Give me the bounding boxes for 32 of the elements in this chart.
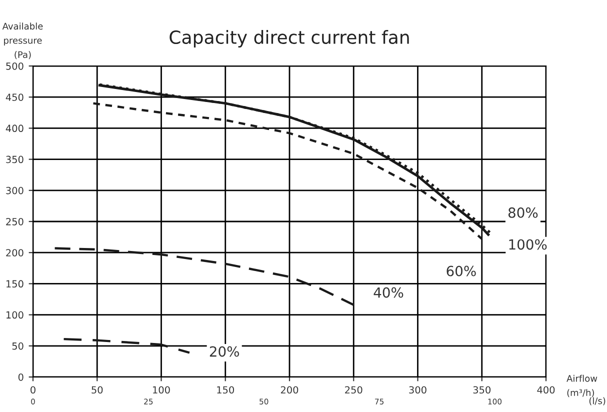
series-label: 80% xyxy=(508,207,538,218)
x-axis-title: Airflow (m³/h) xyxy=(566,374,598,398)
y-tick-label: 350 xyxy=(6,156,24,164)
x-tick-label: 100 xyxy=(153,386,170,394)
x-tick-label: 150 xyxy=(217,386,234,394)
y-axis-title: Available pressure (Pa) xyxy=(2,22,43,60)
x-tick-label: 250 xyxy=(345,386,362,394)
line-series xyxy=(92,102,483,240)
x-tick-label: 200 xyxy=(280,386,298,394)
x-tick-label: 50 xyxy=(92,386,103,394)
series-label: 100% xyxy=(509,239,547,250)
series-label: 20% xyxy=(210,346,240,357)
chart-title: Capacity direct current fan xyxy=(170,30,409,48)
y-tick-label: 300 xyxy=(6,186,24,194)
y-tick-label: 50 xyxy=(12,342,24,350)
line-series xyxy=(62,338,191,354)
y-tick-label: 400 xyxy=(6,124,24,132)
y-tick-label: 200 xyxy=(6,249,24,256)
series-label: 60% xyxy=(446,266,476,276)
y-tick-label: 0 xyxy=(18,373,24,381)
y-tick-label: 150 xyxy=(6,280,24,288)
x-tick-label: 300 xyxy=(409,386,426,394)
line-series xyxy=(54,247,355,306)
y-tick-label: 100 xyxy=(6,311,24,319)
y-tick-label: 250 xyxy=(6,218,24,226)
y-tick-label: 450 xyxy=(6,94,24,101)
x-tick-label: 400 xyxy=(537,386,555,394)
x2-axis-title: (l/s) xyxy=(589,397,606,406)
x-tick-label: 350 xyxy=(473,386,491,394)
x-tick-label: 0 xyxy=(30,386,36,394)
series-label: 40% xyxy=(374,287,404,298)
y-tick-label: 500 xyxy=(6,62,24,70)
